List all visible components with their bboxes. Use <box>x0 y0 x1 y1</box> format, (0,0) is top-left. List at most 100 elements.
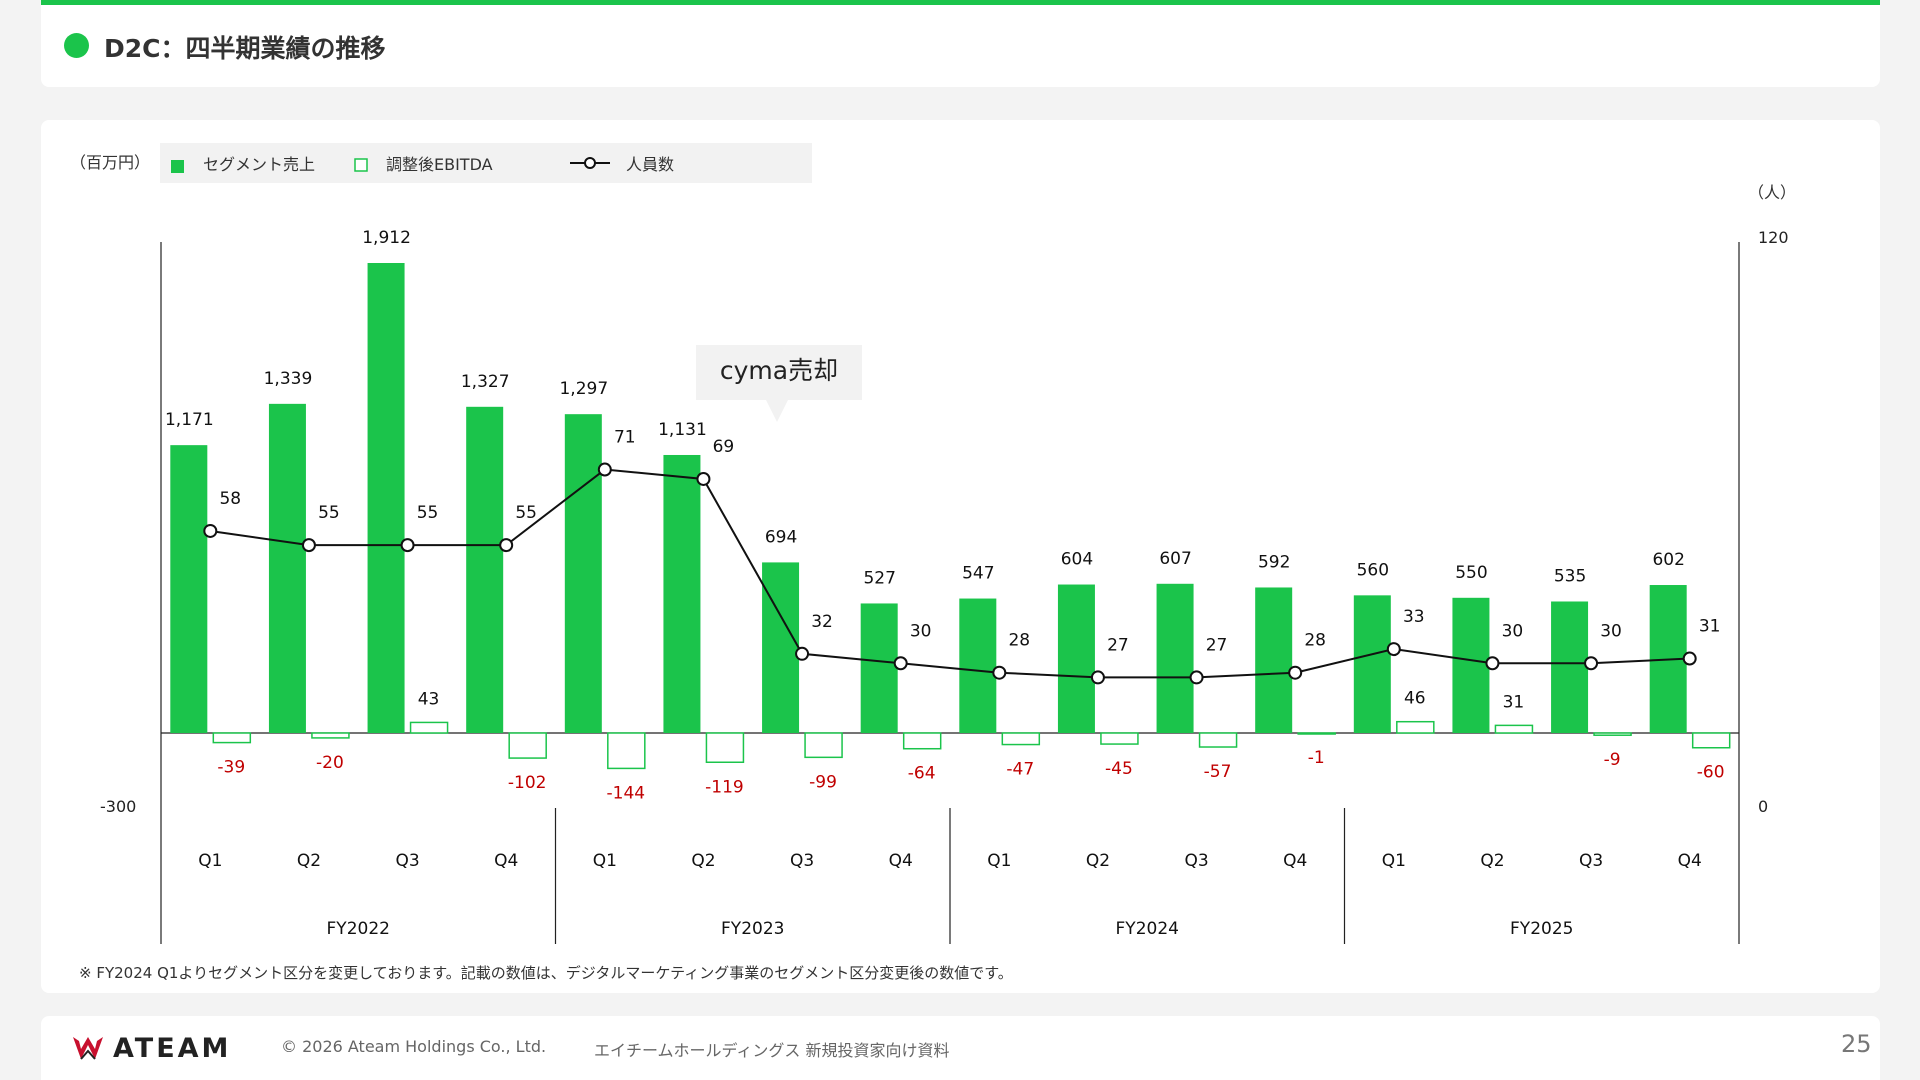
quarter-label: Q2 <box>691 851 715 871</box>
copyright: © 2026 Ateam Holdings Co., Ltd. <box>281 1037 547 1056</box>
cyma-sale-callout: cyma売却 <box>696 345 862 422</box>
sales-value-label: 1,171 <box>165 410 214 430</box>
sales-bar <box>268 403 306 733</box>
fiscal-year-label: FY2023 <box>721 919 784 939</box>
quarter-label: Q4 <box>494 851 518 871</box>
fiscal-year-label: FY2025 <box>1510 919 1573 939</box>
sales-value-label: 592 <box>1258 552 1290 572</box>
headcount-marker <box>696 471 711 486</box>
headcount-marker <box>597 462 612 477</box>
headcount-value-label: 69 <box>713 437 735 457</box>
right-axis-min-label: 0 <box>1758 797 1768 816</box>
ebitda-value-label: -39 <box>217 758 245 778</box>
sales-value-label: 535 <box>1554 566 1586 586</box>
chart-footnote: ※ FY2024 Q1よりセグメント区分を変更しております。記載の数値は、デジタ… <box>79 964 1013 982</box>
quarter-label: Q3 <box>790 851 814 871</box>
sales-value-label: 1,912 <box>362 228 411 248</box>
sales-bar <box>1255 587 1293 733</box>
ebitda-bar <box>1593 732 1632 736</box>
ebitda-bar <box>1297 732 1336 735</box>
headcount-marker <box>1584 656 1599 671</box>
sales-bar <box>367 263 405 733</box>
headcount-value-label: 71 <box>614 428 636 448</box>
headcount-value-label: 28 <box>1008 631 1030 651</box>
ebitda-bar <box>804 732 843 759</box>
sales-value-label: 527 <box>863 568 895 588</box>
ateam-logo-icon <box>73 1037 103 1060</box>
quarter-label: Q3 <box>1579 851 1603 871</box>
headcount-marker <box>1386 642 1401 657</box>
callout-text: cyma売却 <box>720 356 838 385</box>
headcount-marker <box>893 656 908 671</box>
sales-bar <box>170 445 208 733</box>
quarter-label: Q4 <box>1678 851 1702 871</box>
ebitda-value-label: -1 <box>1308 748 1325 768</box>
title-bullet <box>64 33 89 58</box>
quarter-label: Q3 <box>1184 851 1208 871</box>
headcount-value-label: 58 <box>219 489 241 509</box>
ebitda-value-label: -57 <box>1204 762 1232 782</box>
headcount-marker <box>400 538 415 553</box>
headcount-value-label: 32 <box>811 612 833 632</box>
ebitda-bar <box>508 732 547 759</box>
ebitda-value-label: 43 <box>418 689 440 709</box>
legend-ebitda-label: 調整後EBITDA <box>386 155 493 174</box>
headcount-value-label: 30 <box>1502 621 1524 641</box>
legend-ebitda-swatch <box>354 158 368 172</box>
left-axis-min-label: -300 <box>100 797 136 816</box>
headcount-marker <box>992 665 1007 680</box>
headcount-value-label: 55 <box>318 503 340 523</box>
sales-value-label: 1,339 <box>264 369 313 389</box>
footer: ATEAM © 2026 Ateam Holdings Co., Ltd. エイ… <box>41 1016 1880 1080</box>
sales-bar <box>762 562 800 733</box>
quarter-label: Q1 <box>987 851 1011 871</box>
headcount-value-label: 33 <box>1403 607 1425 627</box>
headcount-marker <box>1485 656 1500 671</box>
headcount-marker <box>795 646 810 661</box>
sales-value-label: 560 <box>1357 560 1389 580</box>
left-unit-label: （百万円） <box>70 153 150 172</box>
headcount-value-label: 27 <box>1107 635 1129 655</box>
headcount-marker <box>1288 665 1303 680</box>
right-axis-max-label: 120 <box>1758 228 1789 247</box>
ebitda-value-label: -60 <box>1697 763 1725 783</box>
ebitda-bar <box>705 732 745 764</box>
ebitda-bar <box>311 732 350 739</box>
legend-sales-label: セグメント売上 <box>203 155 315 174</box>
headcount-value-label: 55 <box>417 503 439 523</box>
sales-value-label: 1,131 <box>658 420 707 440</box>
d2c-quarterly-chart: （百万円） セグメント売上 調整後EBITDA 人員数 （人） 120 0 -3… <box>70 143 1796 982</box>
quarter-label: Q4 <box>889 851 913 871</box>
ebitda-value-label: 46 <box>1404 689 1426 709</box>
ebitda-bar <box>607 732 646 770</box>
sales-bar <box>1156 583 1194 733</box>
quarter-label: Q4 <box>1283 851 1307 871</box>
callout-box <box>696 345 862 422</box>
ebitda-bar <box>902 732 942 750</box>
headcount-value-label: 30 <box>910 621 932 641</box>
quarter-label: Q2 <box>297 851 321 871</box>
legend-background <box>160 143 812 183</box>
ebitda-value-label: -45 <box>1105 759 1133 779</box>
sales-bar <box>1057 584 1095 733</box>
sales-value-label: 547 <box>962 564 994 584</box>
ebitda-bar <box>1494 724 1534 734</box>
ebitda-bar <box>1691 732 1731 749</box>
headcount-value-label: 30 <box>1600 621 1622 641</box>
sales-bar <box>564 414 602 733</box>
quarter-label: Q2 <box>1086 851 1110 871</box>
headcount-value-label: 55 <box>515 503 537 523</box>
ebitda-value-label: -99 <box>809 772 837 792</box>
fiscal-year-label: FY2022 <box>327 919 390 939</box>
headcount-value-label: 27 <box>1206 635 1228 655</box>
ebitda-bar <box>409 721 449 734</box>
sales-bar <box>466 406 504 733</box>
ebitda-value-label: -9 <box>1604 750 1621 770</box>
header-card: D2C：四半期業績の推移 <box>41 0 1880 87</box>
ebitda-value-label: 31 <box>1503 692 1525 712</box>
ebitda-value-label: -144 <box>607 783 646 803</box>
ebitda-value-label: -47 <box>1006 760 1034 780</box>
right-unit-label: （人） <box>1748 183 1796 202</box>
ebitda-bar <box>1001 732 1041 746</box>
chart-card <box>41 120 1880 993</box>
